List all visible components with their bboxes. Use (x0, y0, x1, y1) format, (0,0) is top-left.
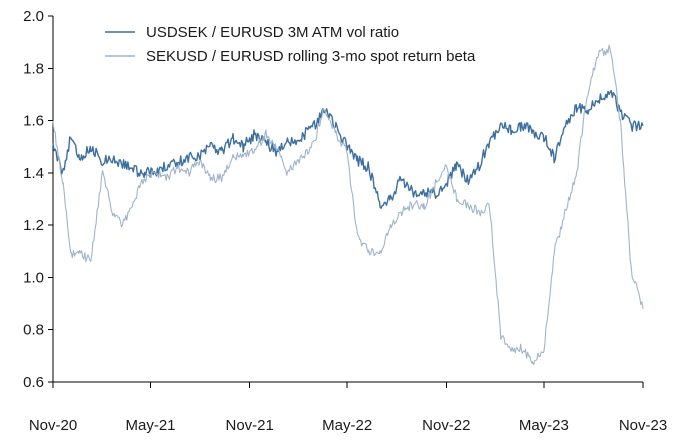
x-tick-label: Nov-20 (29, 417, 77, 434)
y-tick-label: 0.6 (23, 374, 44, 391)
legend-item-0: USDSEK / EURUSD 3M ATM vol ratio (105, 24, 399, 41)
x-tick-label: May-23 (519, 417, 569, 434)
legend-item-1: SEKUSD / EURUSD rolling 3-mo spot return… (105, 48, 476, 65)
y-tick-label: 1.4 (23, 165, 44, 182)
x-tick-label: May-22 (322, 417, 372, 434)
series-layer (52, 44, 644, 366)
y-tick-label: 1.8 (23, 60, 44, 77)
legend-label-0: USDSEK / EURUSD 3M ATM vol ratio (146, 24, 399, 41)
x-tick-label: Nov-22 (422, 417, 470, 434)
axes: 0.6 0.8 1.0 1.2 1.4 1.6 1.8 2.0 Nov-20 May-21 Nov-… (23, 8, 667, 434)
y-tick-label: 0.8 (23, 322, 44, 339)
series-line-1 (52, 44, 644, 366)
y-tick-label: 1.2 (23, 217, 44, 234)
x-tick-label: May-21 (126, 417, 176, 434)
x-tick-label: Nov-21 (225, 417, 273, 434)
y-tick-label: 1.6 (23, 113, 44, 130)
legend: USDSEK / EURUSD 3M ATM vol ratio SEKUSD … (105, 24, 476, 65)
y-tick-label: 2.0 (23, 8, 44, 25)
legend-label-1: SEKUSD / EURUSD rolling 3-mo spot return… (146, 48, 476, 65)
y-tick-label: 1.0 (23, 269, 44, 286)
x-tick-label: Nov-23 (619, 417, 667, 434)
series-line-0 (52, 89, 644, 209)
